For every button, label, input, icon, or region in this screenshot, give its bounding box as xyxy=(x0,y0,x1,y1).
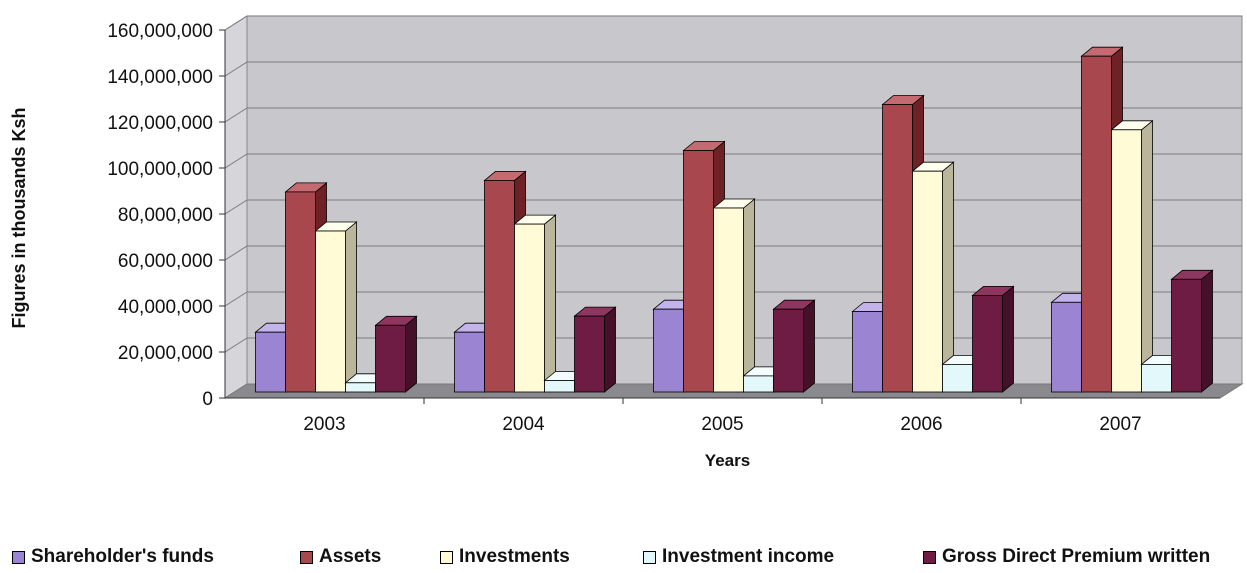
y-tick-label: 60,000,000 xyxy=(118,251,213,272)
y-tick-label: 100,000,000 xyxy=(107,159,213,180)
bar-front xyxy=(345,382,376,393)
legend-swatch xyxy=(440,550,453,564)
bar-front xyxy=(514,223,545,393)
bar-side xyxy=(544,214,556,393)
bar-front xyxy=(942,363,973,393)
bar-front xyxy=(315,230,346,393)
legend-label: Investment income xyxy=(662,546,835,567)
legend-label: Assets xyxy=(319,546,382,567)
bar xyxy=(374,315,418,393)
bar-front xyxy=(773,308,804,393)
bar-side xyxy=(405,315,417,393)
bar-front xyxy=(1051,301,1082,393)
bar xyxy=(772,299,816,393)
bar-side xyxy=(1002,285,1014,393)
legend-swatch xyxy=(12,550,25,564)
y-tick-label: 120,000,000 xyxy=(107,113,213,134)
bar-front xyxy=(1171,278,1202,393)
bar xyxy=(513,214,557,393)
bar-side xyxy=(345,221,357,393)
legend-label: Investments xyxy=(459,546,570,567)
bar-front xyxy=(852,311,883,393)
legend-item: Shareholder's funds xyxy=(12,546,214,568)
bar xyxy=(911,161,955,393)
bar xyxy=(712,198,756,393)
bar-front xyxy=(574,315,605,393)
y-tick-label: 40,000,000 xyxy=(118,297,213,318)
chart-svg: 0 20,000,000 40,000,000 60,000,000 80,000,00… xyxy=(9,15,1244,470)
legend-label: Shareholder's funds xyxy=(31,546,214,567)
bar-side xyxy=(743,198,755,393)
bar-front xyxy=(882,104,913,393)
bar-front xyxy=(454,331,485,393)
legend-label: Gross Direct Premium written xyxy=(942,546,1211,567)
bar-front xyxy=(255,331,286,393)
legend-swatch xyxy=(923,550,936,564)
legend-item: Assets xyxy=(300,546,381,568)
gridline xyxy=(224,61,1242,77)
bar-front xyxy=(1141,363,1172,393)
bar-side xyxy=(1201,269,1213,393)
bar xyxy=(314,221,358,393)
y-tick-label: 160,000,000 xyxy=(107,21,213,42)
x-tick-label: 2003 xyxy=(303,414,345,435)
bar-front xyxy=(653,308,684,393)
legend-item: Investment income xyxy=(643,546,834,568)
bar-front xyxy=(1111,129,1142,393)
legend-item: Gross Direct Premium written xyxy=(923,546,1210,568)
y-tick-label: 80,000,000 xyxy=(118,205,213,226)
legend-item: Investments xyxy=(440,546,570,568)
x-tick-label: 2007 xyxy=(1099,414,1141,435)
bar-front xyxy=(683,150,714,393)
y-tick-label: 20,000,000 xyxy=(118,343,213,364)
x-tick-label: 2006 xyxy=(900,414,942,435)
bar-front xyxy=(544,380,575,393)
y-axis-title: Figures in thousands Ksh xyxy=(9,107,29,328)
x-axis-title: Years xyxy=(705,451,750,470)
bar-front xyxy=(285,191,316,393)
bar-front xyxy=(375,324,406,393)
y-tick-label: 140,000,000 xyxy=(107,67,213,88)
gridline xyxy=(224,15,1242,31)
bar-front xyxy=(972,294,1003,393)
x-tick-label: 2005 xyxy=(701,414,743,435)
legend-swatch xyxy=(300,550,313,564)
bar xyxy=(971,285,1015,393)
bar-front xyxy=(484,179,515,393)
y-tick-label: 0 xyxy=(202,389,213,410)
bar-side xyxy=(604,306,616,393)
bar-front xyxy=(1081,55,1112,393)
x-tick-label: 2004 xyxy=(502,414,545,435)
bar-side xyxy=(803,299,815,393)
bar-front xyxy=(743,375,774,393)
bar-front xyxy=(713,207,744,393)
legend: Shareholder's funds Assets Investments Inve… xyxy=(0,540,1247,573)
bar xyxy=(1110,119,1154,393)
bar-front xyxy=(912,170,943,393)
bar-side xyxy=(1141,119,1153,393)
bar xyxy=(1170,269,1214,393)
bar xyxy=(573,306,617,393)
legend-swatch xyxy=(643,550,656,564)
